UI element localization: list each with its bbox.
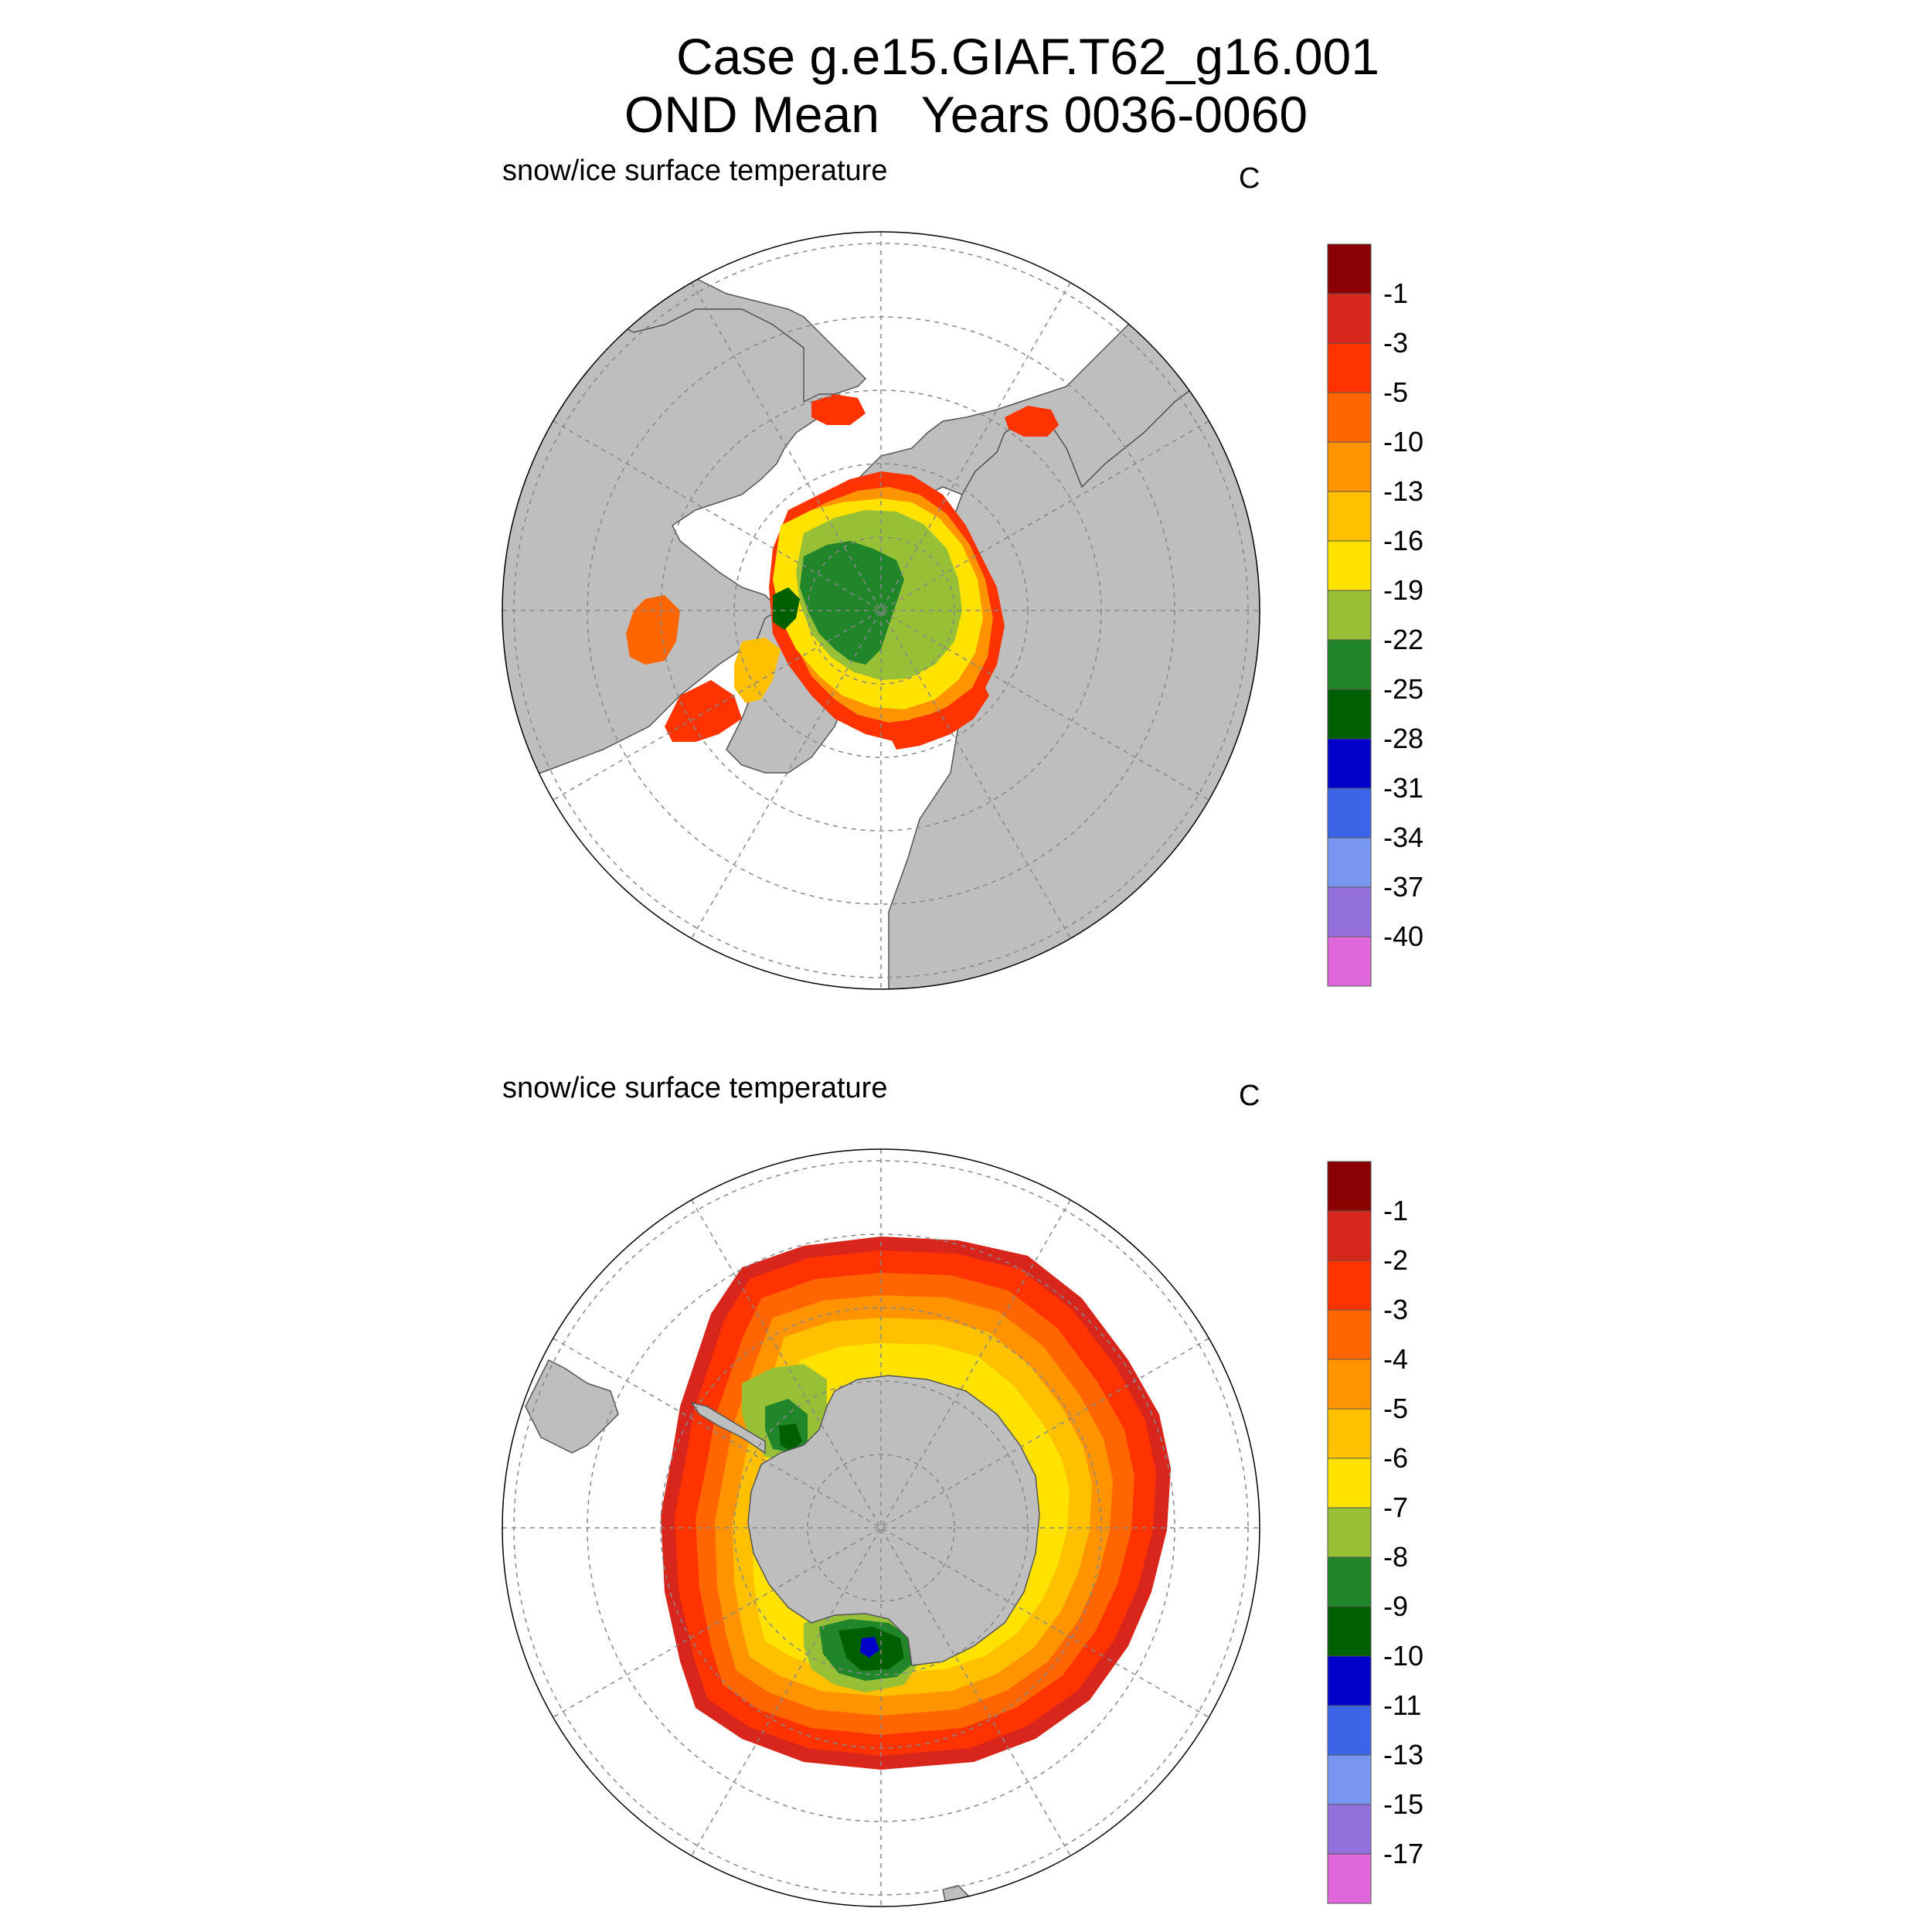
panel-north-variable: snow/ice surface temperature [502,155,888,187]
south-colorbar-swatch [1327,1556,1372,1607]
north-colorbar-tick-label: -13 [1383,475,1424,507]
south-colorbar-swatch [1327,1507,1372,1558]
north-colorbar-swatch [1327,491,1372,542]
north-colorbar-tick-label: -34 [1383,821,1424,853]
north-colorbar-swatch [1327,837,1372,888]
north-colorbar-swatch [1327,689,1372,740]
north-colorbar-swatch [1327,738,1372,789]
north-ice-baffin-yellow [734,638,781,703]
north-colorbar-swatch [1327,886,1372,937]
south-colorbar-tick-label: -15 [1383,1788,1424,1820]
north-colorbar-tick-label: -25 [1383,673,1424,705]
south-colorbar-swatch [1327,1210,1372,1261]
south-colorbar-tick-label: -10 [1383,1640,1424,1672]
figure-title-line-1: Case g.e15.GIAF.T62_g16.001 [676,28,1379,85]
south-colorbar-swatch [1327,1260,1372,1311]
north-colorbar-swatch [1327,243,1372,294]
north-colorbar-tick-label: -37 [1383,871,1424,903]
north-colorbar-tick-label: -28 [1383,723,1424,754]
north-colorbar-tick-label: -10 [1383,426,1424,457]
south-colorbar-tick-label: -2 [1383,1244,1409,1276]
south-ice-ross-blue [860,1637,879,1658]
south-colorbar-tick-label: -13 [1383,1739,1424,1770]
north-ice-darkest-green [773,587,800,630]
north-colorbar-swatch [1327,936,1372,987]
south-land-peninsula [690,1401,766,1454]
north-polar-map [502,231,1260,990]
north-ice-dark-green [800,541,904,665]
north-colorbar-tick-label: -1 [1383,277,1409,309]
north-colorbar-tick-label: -3 [1383,327,1409,359]
north-colorbar-swatch [1327,342,1372,393]
south-colorbar-tick-label: -3 [1383,1294,1409,1325]
panel-south-units: C [1239,1080,1260,1112]
south-colorbar-tick-label: -1 [1383,1195,1409,1226]
south-colorbar-tick-label: -7 [1383,1492,1409,1523]
north-colorbar-swatch [1327,392,1372,443]
south-colorbar [1327,1161,1372,1904]
north-colorbar [1327,243,1372,987]
north-colorbar-swatch [1327,787,1372,838]
north-ice-okhotsk [1005,406,1059,437]
south-polar-map [502,1148,1260,1907]
north-colorbar-tick-label: -5 [1383,376,1409,408]
south-colorbar-swatch [1327,1458,1372,1509]
north-colorbar-swatch [1327,441,1372,492]
north-colorbar-swatch [1327,293,1372,344]
south-colorbar-tick-label: -11 [1383,1689,1422,1721]
north-colorbar-swatch [1327,540,1372,591]
south-colorbar-tick-label: -6 [1383,1442,1409,1474]
north-ice-hudson [626,595,680,665]
south-colorbar-swatch [1327,1408,1372,1459]
south-colorbar-tick-label: -9 [1383,1590,1409,1622]
south-colorbar-tick-label: -17 [1383,1838,1424,1869]
south-colorbar-swatch [1327,1359,1372,1410]
south-colorbar-swatch [1327,1705,1372,1756]
figure-title-line-2: OND Mean Years 0036-0060 [624,86,1308,143]
north-colorbar-tick-label: -40 [1383,920,1424,952]
north-ice-barents-red [889,680,989,750]
south-colorbar-swatch [1327,1309,1372,1360]
south-colorbar-tick-label: -5 [1383,1393,1409,1424]
south-colorbar-swatch [1327,1655,1372,1706]
panel-north-units: C [1239,162,1260,195]
north-colorbar-swatch [1327,590,1372,641]
north-colorbar-tick-label: -22 [1383,624,1424,655]
south-colorbar-swatch [1327,1804,1372,1855]
north-colorbar-tick-label: -19 [1383,574,1424,606]
south-colorbar-tick-label: -4 [1383,1343,1409,1375]
north-colorbar-swatch [1327,639,1372,690]
south-colorbar-tick-label: -8 [1383,1541,1409,1573]
south-colorbar-swatch [1327,1161,1372,1212]
panel-south-variable: snow/ice surface temperature [502,1072,888,1104]
north-ice-labrador-red [665,680,742,742]
south-ice-weddell-darkest [779,1423,802,1451]
north-colorbar-tick-label: -31 [1383,772,1424,804]
south-land-south-america [525,1359,619,1454]
south-colorbar-swatch [1327,1853,1372,1904]
south-colorbar-swatch [1327,1606,1372,1657]
north-colorbar-tick-label: -16 [1383,525,1424,556]
south-colorbar-swatch [1327,1754,1372,1805]
north-ice-bering [811,394,866,425]
